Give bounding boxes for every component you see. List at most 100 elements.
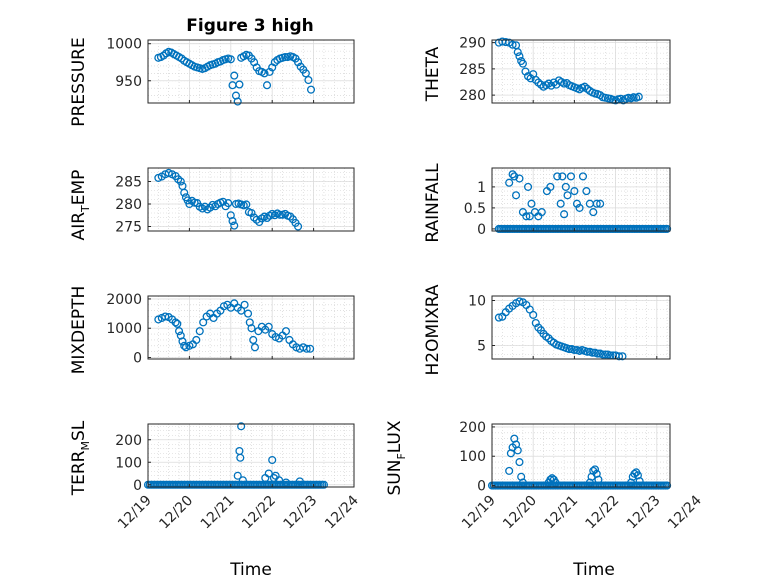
y-tick-label: 280 [459, 88, 486, 104]
data-point [176, 177, 185, 186]
data-point [551, 478, 560, 487]
subplot-1: 950 1000 [106, 37, 355, 106]
data-point [594, 475, 603, 484]
y-tick-label: 280 [115, 197, 142, 213]
subplot-2: 280 285 290 [459, 36, 671, 105]
data-point [171, 318, 180, 327]
axes-background [492, 424, 670, 487]
data-point [505, 466, 514, 475]
data-point [546, 182, 555, 191]
data-point [596, 199, 605, 208]
data-point [236, 453, 245, 462]
data-point [262, 213, 272, 223]
data-point [553, 172, 562, 181]
data-point [294, 222, 303, 231]
data-point [238, 476, 247, 485]
data-point [161, 312, 170, 321]
data-point [199, 318, 208, 327]
data-point [634, 92, 643, 101]
y-tick-label: 275 [115, 220, 142, 236]
data-point [306, 85, 316, 94]
data-point [513, 48, 522, 57]
y-tick-label: 0 [133, 478, 142, 494]
data-point [226, 55, 235, 64]
data-point [319, 480, 329, 489]
axes-frame [147, 39, 355, 104]
subplot-5: 0 1000 2000 [106, 292, 355, 367]
axes-background [492, 296, 670, 359]
data-point [508, 40, 517, 49]
data-point [244, 309, 253, 318]
data-point [565, 345, 574, 354]
data-point [268, 455, 277, 465]
data-point [515, 297, 524, 306]
data-point [235, 80, 244, 89]
axes-background [148, 424, 354, 487]
data-point [508, 170, 517, 179]
axes-frame [147, 423, 355, 488]
data-point [563, 191, 572, 200]
data-point [513, 446, 522, 455]
data-point [515, 458, 524, 467]
data-point [560, 210, 569, 219]
subplot-7: 0 100 200 12/19 12/20 12/21 12/22 12/23 12/24 [115, 422, 362, 533]
data-point [230, 221, 239, 230]
axes-frame [491, 295, 671, 360]
data-point [173, 319, 182, 328]
data-point [228, 217, 237, 226]
y-tick-label: 5 [477, 339, 486, 355]
data-point [582, 187, 591, 196]
data-point [265, 67, 274, 76]
x-tick-label: 12/20 [500, 493, 540, 533]
data-point [589, 208, 598, 217]
axes-frame [147, 167, 355, 232]
data-point [525, 212, 534, 221]
subplot-3: 275 280 285 [115, 167, 355, 236]
data-point [192, 335, 201, 345]
data-point [260, 69, 269, 78]
ylabel-theta: THETA [423, 46, 443, 102]
data-point [237, 422, 246, 431]
y-tick-label: 2000 [106, 292, 142, 308]
ylabel-mixdepth: MIXDEPTH [69, 286, 89, 375]
axes-frame [147, 295, 355, 360]
y-tick-label: 200 [115, 433, 142, 449]
data-point [240, 300, 249, 309]
y-tick-label: 285 [115, 175, 142, 191]
data-point [527, 199, 536, 208]
data-point [281, 327, 291, 336]
data-point [281, 52, 290, 62]
y-tick-label: 100 [115, 455, 142, 471]
axes-frame [491, 167, 671, 232]
data-point [522, 212, 531, 221]
data-point [537, 208, 546, 217]
data-point [237, 306, 246, 315]
data-point [526, 74, 535, 83]
xlabel-left: Time [229, 560, 272, 580]
ylabel-rainfall: RAINFALL [423, 163, 443, 243]
ylabel-terr-msl: TERRMSL [69, 420, 92, 496]
data-point [264, 322, 273, 331]
data-point [518, 59, 527, 68]
x-tick-label: 12/19 [115, 493, 155, 533]
data-point [180, 341, 189, 350]
data-point [218, 197, 228, 206]
y-tick-label: 1 [477, 180, 486, 196]
x-tick-label: 12/21 [541, 493, 581, 533]
ylabel-h2omixra: H2OMIXRA [423, 284, 443, 375]
y-tick-label: 290 [459, 36, 486, 52]
data-point [252, 215, 261, 224]
subplot-4: 00.51 [464, 167, 672, 238]
data-point [301, 69, 310, 78]
subplot-6: 5 10 [468, 294, 671, 361]
axes-frame [491, 39, 671, 104]
ylabel-sun-flux: SUNFLUX [385, 420, 408, 495]
data-point [635, 477, 644, 486]
data-point [570, 187, 579, 196]
data-point [529, 310, 538, 319]
data-point [294, 58, 303, 67]
subplot-8: 0 100 200 12/19 12/20 12/21 12/22 12/23 12/24 [459, 420, 705, 532]
y-tick-label: 100 [459, 449, 486, 465]
data-point [618, 352, 627, 361]
x-tick-label: 12/20 [156, 493, 196, 533]
